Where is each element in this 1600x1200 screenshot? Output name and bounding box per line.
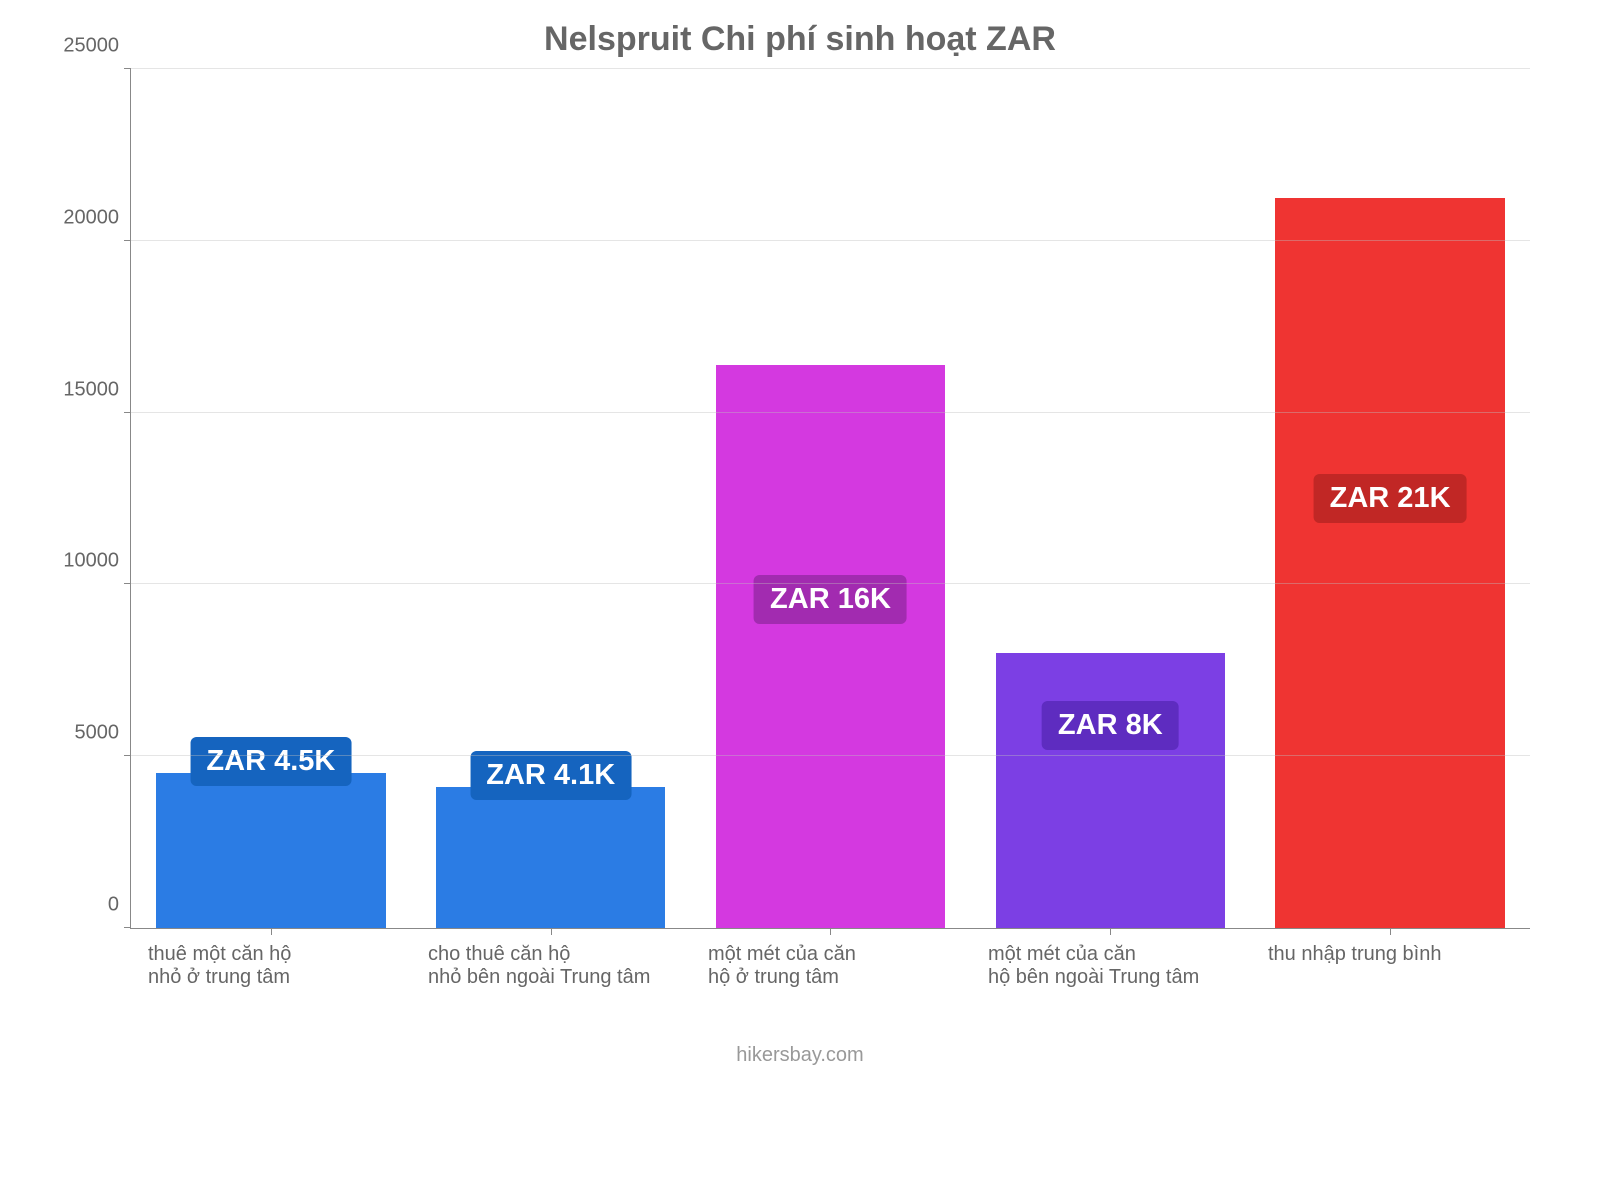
plot-area: ZAR 4.5KZAR 4.1KZAR 16KZAR 8KZAR 21K 050… — [130, 69, 1530, 929]
y-tick-label: 5000 — [75, 722, 132, 745]
x-axis-labels: thuê một căn hộnhỏ ở trung tâmcho thuê c… — [130, 943, 1530, 989]
bar: ZAR 4.1K — [436, 787, 665, 928]
x-axis-label-line: nhỏ bên ngoài Trung tâm — [428, 966, 672, 989]
x-axis-label: thuê một căn hộnhỏ ở trung tâm — [130, 943, 410, 989]
y-tick-mark — [124, 240, 131, 241]
gridline — [131, 755, 1530, 756]
bar-slot: ZAR 4.1K — [411, 69, 691, 928]
value-badge: ZAR 4.1K — [470, 751, 631, 800]
x-tick-mark — [830, 928, 831, 935]
bar: ZAR 16K — [716, 365, 945, 929]
value-badge: ZAR 16K — [754, 575, 907, 624]
x-axis-label-line: thuê một căn hộ — [148, 943, 392, 966]
y-tick-label: 20000 — [63, 206, 131, 229]
bar-slot: ZAR 16K — [691, 69, 971, 928]
gridline — [131, 68, 1530, 69]
y-tick-mark — [124, 412, 131, 413]
value-badge: ZAR 8K — [1042, 701, 1179, 750]
x-tick-mark — [1110, 928, 1111, 935]
x-axis-label-line: thu nhập trung bình — [1268, 943, 1512, 966]
bar-slot: ZAR 4.5K — [131, 69, 411, 928]
x-axis-label: một mét của cănhộ bên ngoài Trung tâm — [970, 943, 1250, 989]
x-tick-mark — [271, 928, 272, 935]
y-tick-mark — [124, 583, 131, 584]
x-axis-label-line: một mét của căn — [988, 943, 1232, 966]
x-axis-label-line: hộ ở trung tâm — [708, 966, 952, 989]
x-axis-label-line: hộ bên ngoài Trung tâm — [988, 966, 1232, 989]
y-tick-mark — [124, 68, 131, 69]
cost-of-living-chart: Nelspruit Chi phí sinh hoạt ZAR ZAR 4.5K… — [0, 0, 1600, 1200]
bar: ZAR 4.5K — [156, 773, 385, 928]
y-tick-label: 25000 — [63, 35, 131, 58]
x-tick-mark — [551, 928, 552, 935]
x-axis-label-line: một mét của căn — [708, 943, 952, 966]
value-badge: ZAR 4.5K — [190, 737, 351, 786]
y-tick-label: 10000 — [63, 550, 131, 573]
x-axis-label: thu nhập trung bình — [1250, 943, 1530, 989]
bars-container: ZAR 4.5K ZAR 4.1K ZAR 16K ZAR 8K ZAR 21K — [131, 69, 1530, 928]
y-tick-mark — [124, 755, 131, 756]
x-axis-label-line: nhỏ ở trung tâm — [148, 966, 392, 989]
bar: ZAR 8K — [996, 653, 1225, 928]
x-axis-label: một mét của cănhộ ở trung tâm — [690, 943, 970, 989]
x-axis-label: cho thuê căn hộnhỏ bên ngoài Trung tâm — [410, 943, 690, 989]
bar-slot: ZAR 8K — [970, 69, 1250, 928]
x-tick-mark — [1390, 928, 1391, 935]
chart-title: Nelspruit Chi phí sinh hoạt ZAR — [40, 20, 1560, 59]
gridline — [131, 240, 1530, 241]
y-tick-mark — [124, 927, 131, 928]
gridline — [131, 583, 1530, 584]
y-tick-label: 15000 — [63, 378, 131, 401]
gridline — [131, 412, 1530, 413]
bar: ZAR 21K — [1275, 198, 1504, 928]
y-tick-label: 0 — [108, 894, 131, 917]
x-axis-label-line: cho thuê căn hộ — [428, 943, 672, 966]
value-badge: ZAR 21K — [1314, 474, 1467, 523]
attribution-text: hikersbay.com — [40, 1044, 1560, 1067]
bar-slot: ZAR 21K — [1250, 69, 1530, 928]
